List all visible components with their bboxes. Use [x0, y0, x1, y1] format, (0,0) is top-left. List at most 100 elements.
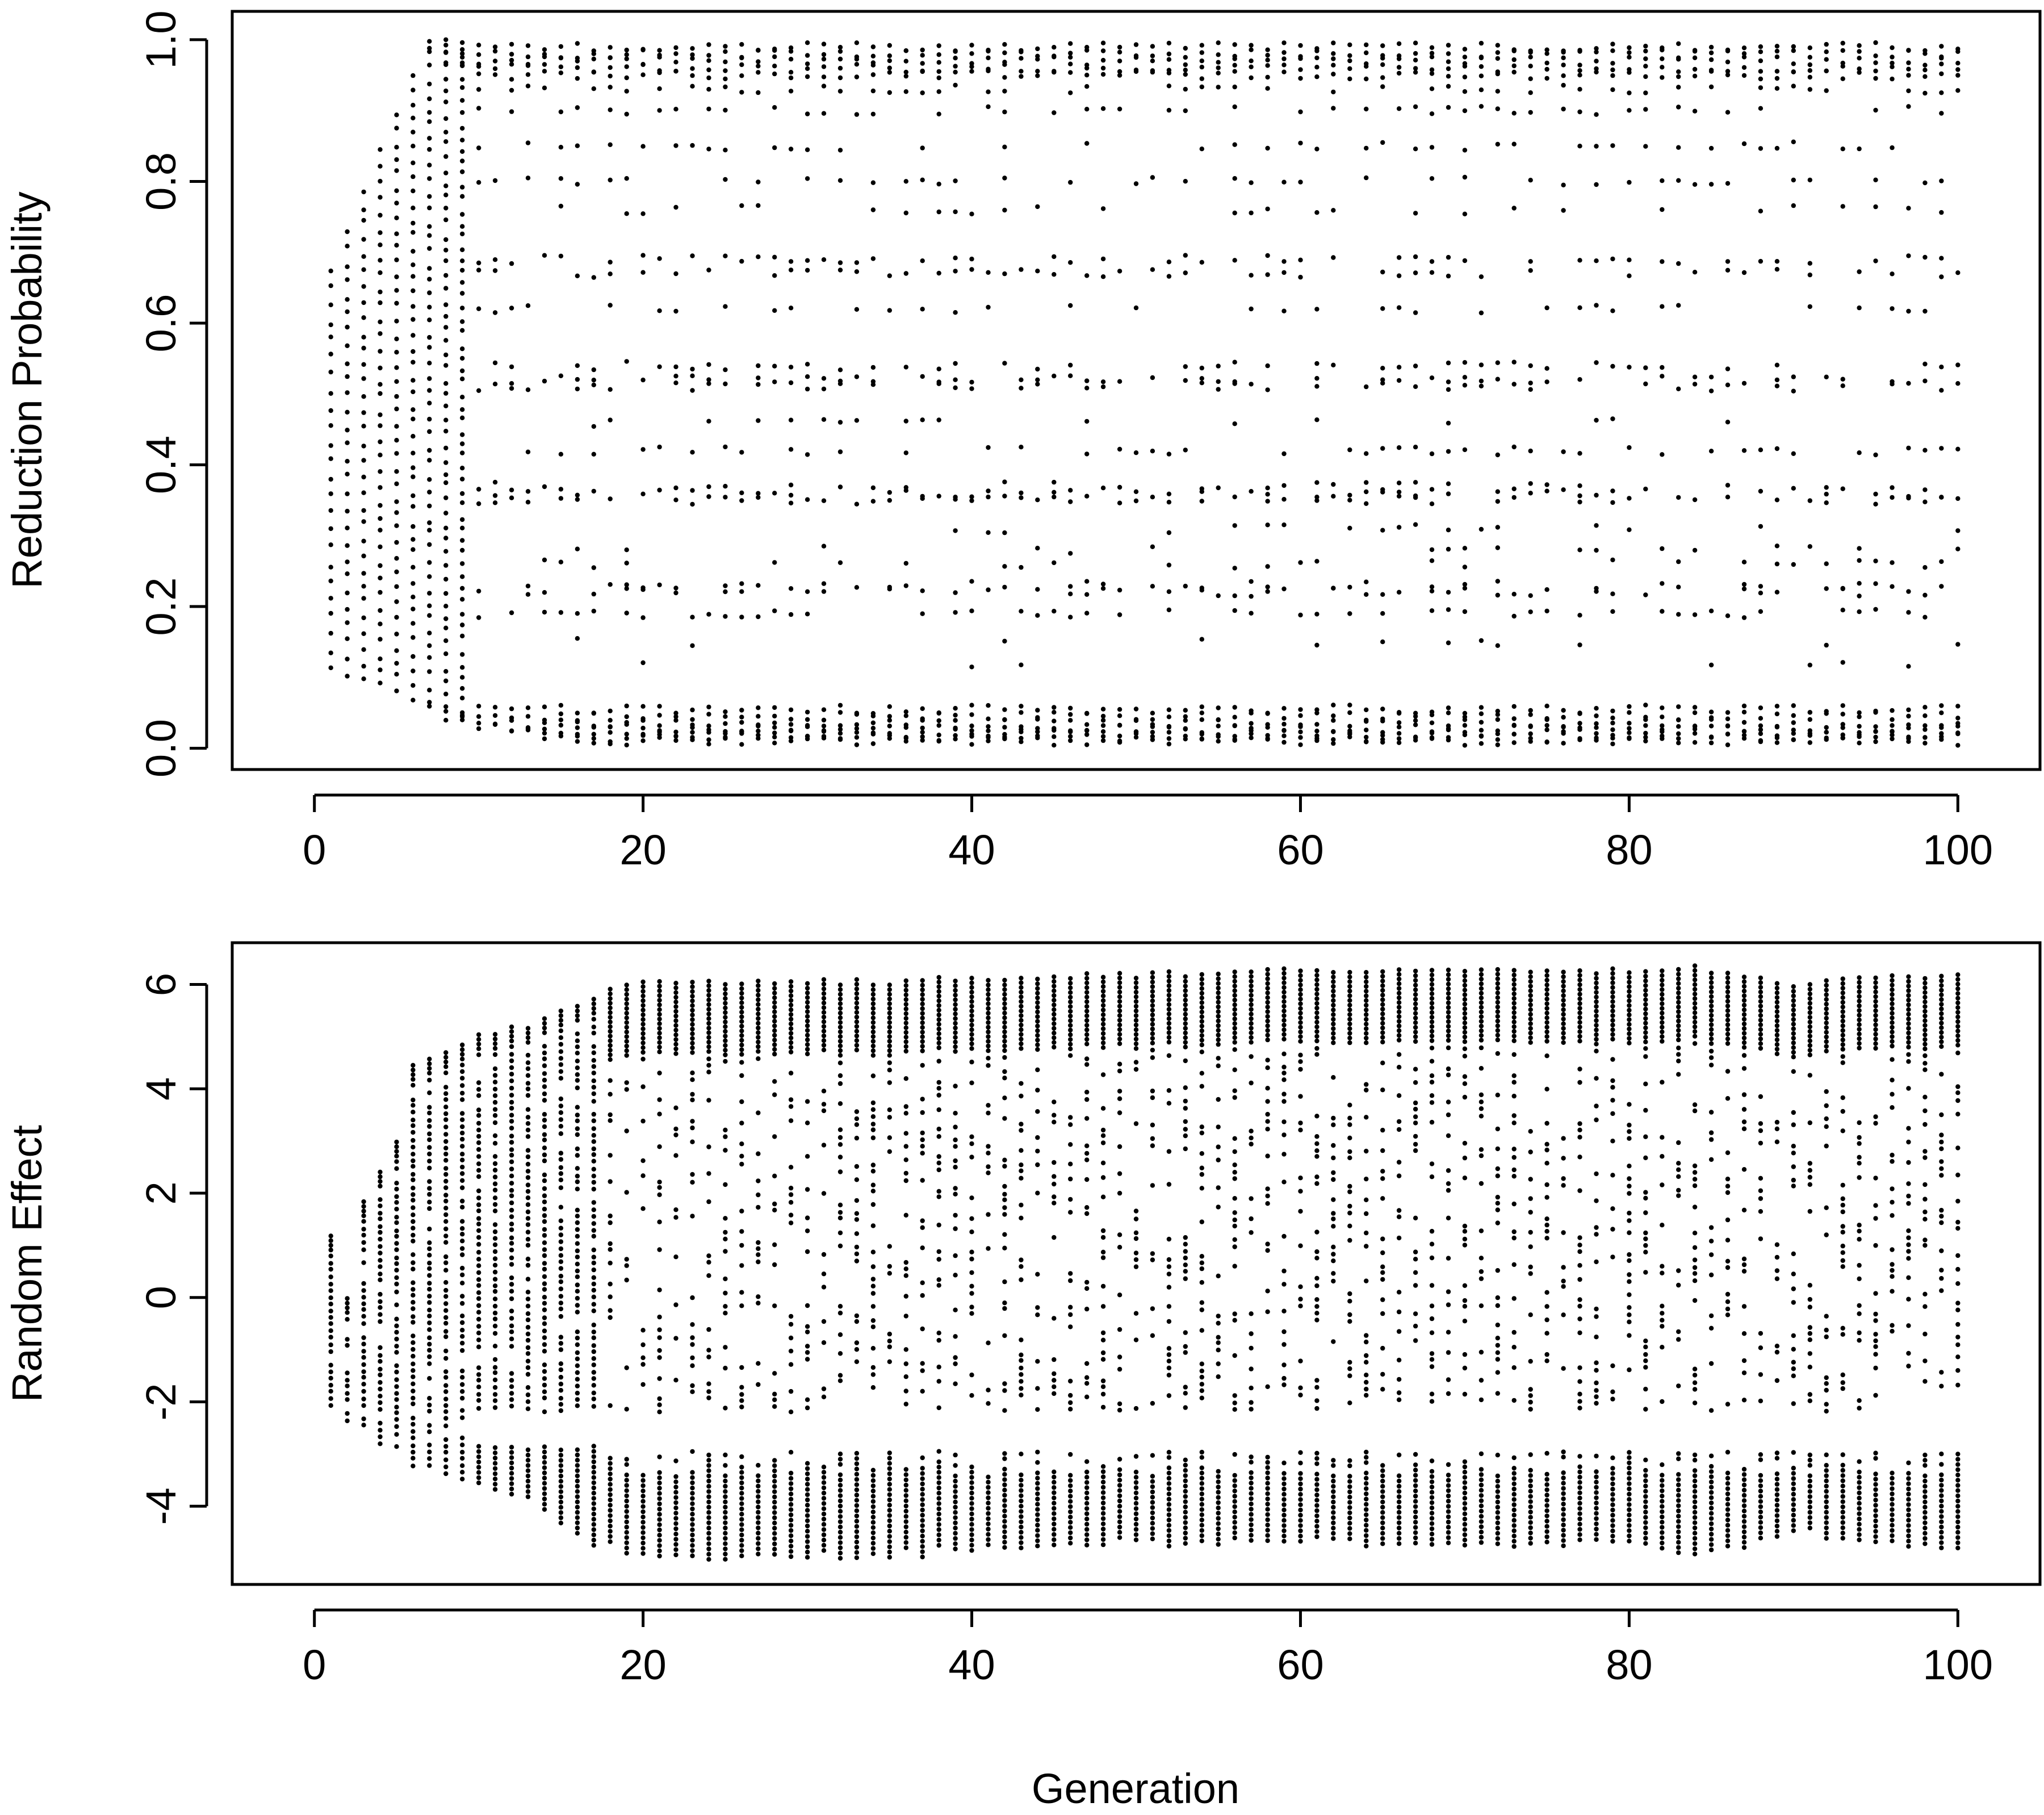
data-point [591, 1506, 597, 1511]
data-point [345, 244, 350, 249]
data-point [1084, 976, 1090, 981]
data-point [969, 1249, 974, 1254]
data-point [361, 1301, 366, 1306]
data-point [1100, 734, 1106, 739]
data-point [772, 1397, 777, 1402]
data-point [608, 1078, 613, 1083]
data-point [1133, 498, 1139, 504]
data-point [378, 469, 383, 474]
data-point [1774, 543, 1780, 549]
data-point [969, 989, 974, 995]
data-point [1824, 485, 1829, 490]
data-point [1166, 741, 1172, 747]
data-point [1577, 642, 1582, 647]
data-point [361, 1314, 366, 1319]
data-point [1380, 269, 1385, 275]
data-point [903, 978, 909, 984]
data-point [657, 1481, 662, 1486]
data-point [509, 1207, 514, 1213]
data-point [1331, 702, 1336, 708]
data-point [887, 1503, 893, 1508]
data-point [411, 1205, 416, 1210]
data-point [1873, 258, 1878, 264]
data-point [591, 1287, 597, 1293]
data-point [920, 1144, 925, 1149]
data-point [772, 48, 777, 53]
data-point [739, 1392, 744, 1397]
data-point [1084, 1469, 1090, 1475]
data-point [1052, 743, 1057, 748]
data-point [460, 85, 465, 90]
data-point [575, 710, 580, 716]
data-point [460, 466, 465, 471]
data-point [903, 450, 909, 455]
data-point [805, 258, 810, 263]
data-point [1692, 66, 1698, 72]
data-point [394, 1410, 399, 1415]
data-point [492, 360, 498, 366]
data-point [1117, 379, 1122, 384]
data-point [1676, 145, 1681, 150]
data-point [443, 1117, 449, 1122]
data-point [427, 1456, 432, 1461]
data-point [1150, 1031, 1155, 1036]
data-point [953, 1489, 958, 1494]
data-point [328, 391, 333, 396]
data-point [542, 609, 547, 615]
data-point [1561, 741, 1566, 746]
data-point [443, 616, 449, 621]
data-point [772, 71, 777, 77]
data-point [723, 304, 728, 309]
data-point [706, 978, 711, 984]
data-point [476, 1365, 481, 1370]
data-point [575, 1003, 580, 1009]
data-point [1068, 303, 1073, 308]
data-point [920, 1097, 925, 1102]
data-point [328, 1274, 333, 1279]
data-point [509, 1384, 514, 1389]
data-point [657, 70, 662, 76]
data-point [608, 417, 613, 423]
data-point [821, 1024, 827, 1029]
data-point [887, 724, 893, 729]
data-point [378, 230, 383, 235]
data-point [657, 582, 662, 588]
data-point [821, 728, 827, 733]
data-point [575, 1468, 580, 1473]
data-point [542, 54, 547, 60]
data-point [525, 1073, 531, 1078]
data-point [690, 366, 695, 372]
data-point [673, 1042, 678, 1047]
data-point [1627, 55, 1632, 60]
data-point [1627, 496, 1632, 501]
data-point [903, 179, 909, 184]
data-point [772, 725, 777, 730]
data-point [920, 307, 925, 312]
data-point [739, 720, 744, 725]
data-point [1528, 593, 1533, 599]
data-point [690, 1172, 695, 1177]
data-point [608, 73, 613, 79]
data-point [739, 1512, 744, 1517]
data-point [509, 1166, 514, 1172]
data-point [673, 60, 678, 65]
data-point [1627, 179, 1632, 185]
data-point [854, 62, 860, 67]
data-point [542, 1056, 547, 1061]
data-point [378, 1169, 383, 1174]
data-point [1084, 1211, 1090, 1216]
data-point [723, 1499, 728, 1504]
data-point [1265, 722, 1270, 727]
data-point [443, 217, 449, 223]
data-point [575, 546, 580, 551]
data-point [887, 1024, 893, 1030]
data-point [1002, 1477, 1007, 1482]
data-point [443, 718, 449, 723]
data-point [854, 1519, 860, 1524]
data-point [706, 993, 711, 998]
data-point [591, 1017, 597, 1022]
data-point [936, 417, 941, 423]
data-point [1199, 717, 1204, 722]
data-point [1692, 73, 1698, 79]
data-point [1084, 1116, 1090, 1121]
